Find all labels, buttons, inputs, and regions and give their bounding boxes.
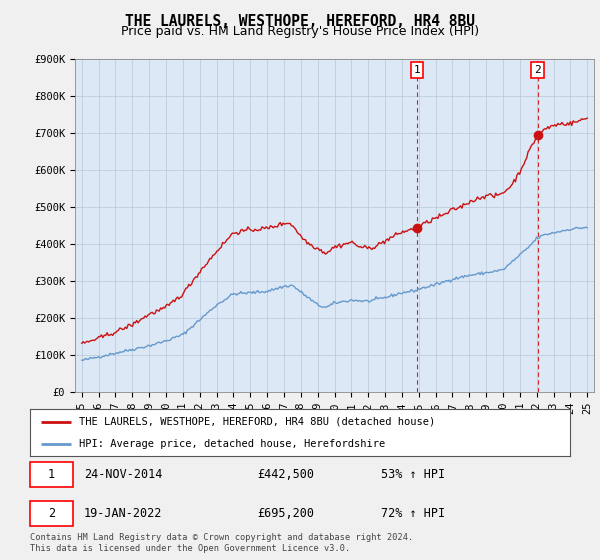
Text: £442,500: £442,500 [257, 468, 314, 481]
Text: £695,200: £695,200 [257, 507, 314, 520]
Text: Price paid vs. HM Land Registry's House Price Index (HPI): Price paid vs. HM Land Registry's House … [121, 25, 479, 38]
Text: 2: 2 [48, 507, 55, 520]
Text: THE LAURELS, WESTHOPE, HEREFORD, HR4 8BU (detached house): THE LAURELS, WESTHOPE, HEREFORD, HR4 8BU… [79, 417, 435, 427]
Text: 19-JAN-2022: 19-JAN-2022 [84, 507, 163, 520]
FancyBboxPatch shape [30, 501, 73, 526]
Text: 1: 1 [413, 65, 421, 75]
Text: 2: 2 [534, 65, 541, 75]
Text: 1: 1 [48, 468, 55, 481]
Text: THE LAURELS, WESTHOPE, HEREFORD, HR4 8BU: THE LAURELS, WESTHOPE, HEREFORD, HR4 8BU [125, 14, 475, 29]
Text: HPI: Average price, detached house, Herefordshire: HPI: Average price, detached house, Here… [79, 438, 385, 449]
FancyBboxPatch shape [30, 462, 73, 487]
Text: 53% ↑ HPI: 53% ↑ HPI [381, 468, 445, 481]
Text: 72% ↑ HPI: 72% ↑ HPI [381, 507, 445, 520]
Text: Contains HM Land Registry data © Crown copyright and database right 2024.
This d: Contains HM Land Registry data © Crown c… [30, 533, 413, 553]
Bar [417, 59, 596, 392]
Text: 24-NOV-2014: 24-NOV-2014 [84, 468, 163, 481]
